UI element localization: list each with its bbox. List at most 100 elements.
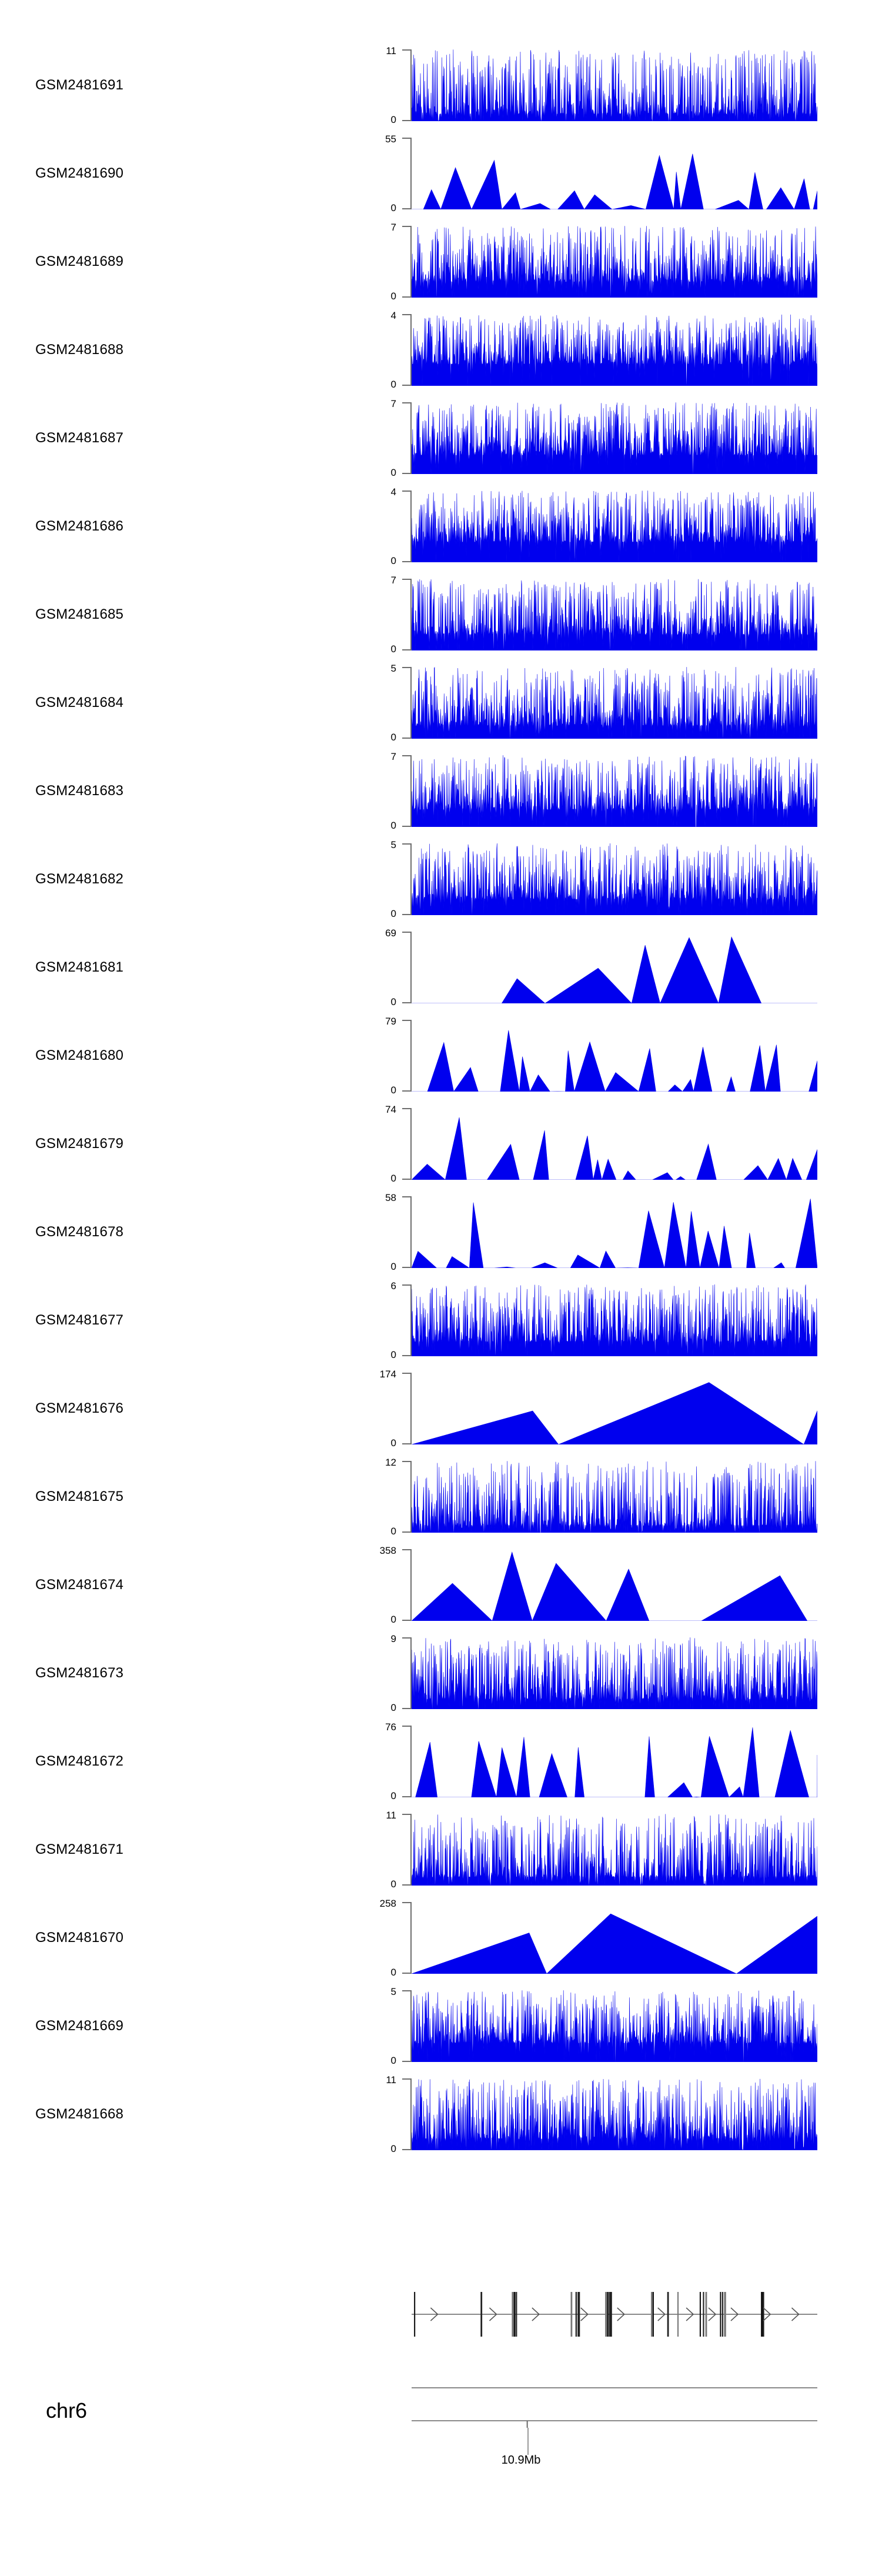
track-signal-plot[interactable] xyxy=(412,843,817,915)
track-row[interactable]: GSM2481673 9 0 xyxy=(0,1629,882,1717)
axis-line xyxy=(410,138,412,209)
track-label-gsm2481688: GSM2481688 xyxy=(35,342,124,358)
track-signal-plot[interactable] xyxy=(412,1549,817,1621)
track-signal-plot[interactable] xyxy=(412,1196,817,1268)
axis-tick-top xyxy=(402,843,412,845)
axis-tick-bottom xyxy=(402,473,412,474)
track-row[interactable]: GSM2481684 5 0 xyxy=(0,659,882,747)
track-signal-plot[interactable] xyxy=(412,1461,817,1533)
track-row[interactable]: GSM2481689 7 0 xyxy=(0,218,882,306)
track-signal-plot[interactable] xyxy=(412,1284,817,1356)
track-signal-plot[interactable] xyxy=(412,1020,817,1092)
track-signal-plot[interactable] xyxy=(412,667,817,739)
track-signal-plot[interactable] xyxy=(412,49,817,121)
axis-line xyxy=(410,667,412,739)
axis-min-label: 0 xyxy=(390,2143,396,2154)
track-y-axis: 11 0 xyxy=(353,1810,412,1889)
axis-min-label: 0 xyxy=(390,908,396,919)
axis-max-label: 58 xyxy=(385,1192,396,1203)
axis-tick-bottom xyxy=(402,1884,412,1886)
track-row[interactable]: GSM2481687 7 0 xyxy=(0,394,882,482)
track-signal-plot[interactable] xyxy=(412,1373,817,1444)
gene-model-track[interactable] xyxy=(412,2282,817,2347)
axis-tick-top xyxy=(402,1549,412,1550)
coordinate-ruler[interactable] xyxy=(412,2387,817,2428)
track-signal-plot[interactable] xyxy=(412,2078,817,2150)
track-row[interactable]: GSM2481686 4 0 xyxy=(0,482,882,570)
track-row[interactable]: GSM2481683 7 0 xyxy=(0,747,882,835)
axis-tick-bottom xyxy=(402,738,412,739)
track-label-gsm2481679: GSM2481679 xyxy=(35,1136,124,1152)
track-row[interactable]: GSM2481682 5 0 xyxy=(0,835,882,923)
axis-tick-bottom xyxy=(402,1002,412,1003)
track-signal-plot[interactable] xyxy=(412,1637,817,1709)
axis-min-label: 0 xyxy=(390,1790,396,1801)
track-row[interactable]: GSM2481677 6 0 xyxy=(0,1276,882,1364)
axis-min-label: 0 xyxy=(390,1173,396,1184)
track-row[interactable]: GSM2481668 11 0 xyxy=(0,2070,882,2158)
track-signal-plot[interactable] xyxy=(412,490,817,562)
axis-tick-top xyxy=(402,1814,412,1815)
track-y-axis: 55 0 xyxy=(353,134,412,213)
ruler-tick-label: 10.9Mb xyxy=(501,2454,541,2467)
track-row[interactable]: GSM2481676 174 0 xyxy=(0,1364,882,1453)
axis-min-label: 0 xyxy=(390,114,396,125)
track-signal-plot[interactable] xyxy=(412,138,817,209)
track-row[interactable]: GSM2481690 55 0 xyxy=(0,129,882,218)
axis-line xyxy=(410,490,412,562)
track-signal-plot[interactable] xyxy=(412,1726,817,1797)
axis-max-label: 4 xyxy=(390,310,396,321)
track-row[interactable]: GSM2481678 58 0 xyxy=(0,1188,882,1276)
track-row[interactable]: GSM2481670 258 0 xyxy=(0,1894,882,1982)
track-row[interactable]: GSM2481669 5 0 xyxy=(0,1982,882,2070)
track-signal-plot[interactable] xyxy=(412,932,817,1003)
track-label-gsm2481687: GSM2481687 xyxy=(35,430,124,446)
axis-tick-top xyxy=(402,49,412,51)
axis-line xyxy=(410,755,412,827)
track-row[interactable]: GSM2481685 7 0 xyxy=(0,570,882,659)
axis-min-label: 0 xyxy=(390,1614,396,1625)
track-row[interactable]: GSM2481691 11 0 xyxy=(0,41,882,129)
track-signal-plot[interactable] xyxy=(412,755,817,827)
track-row[interactable]: GSM2481671 11 0 xyxy=(0,1806,882,1894)
axis-tick-top xyxy=(402,402,412,403)
track-row[interactable]: GSM2481672 76 0 xyxy=(0,1717,882,1806)
track-label-gsm2481691: GSM2481691 xyxy=(35,77,124,93)
track-y-axis: 12 0 xyxy=(353,1457,412,1536)
track-signal-plot[interactable] xyxy=(412,1814,817,1886)
track-row[interactable]: GSM2481679 74 0 xyxy=(0,1100,882,1188)
track-label-gsm2481678: GSM2481678 xyxy=(35,1224,124,1240)
track-label-gsm2481668: GSM2481668 xyxy=(35,2106,124,2122)
axis-line xyxy=(410,1373,412,1444)
track-signal-plot[interactable] xyxy=(412,1108,817,1180)
axis-max-label: 7 xyxy=(390,575,396,586)
signal-area xyxy=(412,755,817,827)
axis-min-label: 0 xyxy=(390,1437,396,1449)
track-row[interactable]: GSM2481688 4 0 xyxy=(0,306,882,394)
track-label-gsm2481669: GSM2481669 xyxy=(35,2018,124,2034)
track-row[interactable]: GSM2481681 69 0 xyxy=(0,923,882,1012)
track-signal-plot[interactable] xyxy=(412,579,817,650)
axis-tick-top xyxy=(402,1726,412,1727)
track-row[interactable]: GSM2481675 12 0 xyxy=(0,1453,882,1541)
signal-area xyxy=(412,314,817,386)
track-label-gsm2481689: GSM2481689 xyxy=(35,253,124,269)
axis-tick-bottom xyxy=(402,2149,412,2150)
track-signal-plot[interactable] xyxy=(412,1902,817,1974)
track-signal-plot[interactable] xyxy=(412,1990,817,2062)
track-signal-plot[interactable] xyxy=(412,226,817,298)
axis-line xyxy=(410,843,412,915)
axis-max-label: 5 xyxy=(390,1986,396,1997)
axis-max-label: 69 xyxy=(385,927,396,939)
axis-max-label: 4 xyxy=(390,486,396,498)
axis-line xyxy=(410,1902,412,1974)
axis-min-label: 0 xyxy=(390,291,396,302)
track-row[interactable]: GSM2481680 79 0 xyxy=(0,1012,882,1100)
track-row[interactable]: GSM2481674 358 0 xyxy=(0,1541,882,1629)
track-signal-plot[interactable] xyxy=(412,402,817,474)
track-signal-plot[interactable] xyxy=(412,314,817,386)
axis-max-label: 11 xyxy=(386,1810,396,1821)
axis-line xyxy=(410,1196,412,1268)
